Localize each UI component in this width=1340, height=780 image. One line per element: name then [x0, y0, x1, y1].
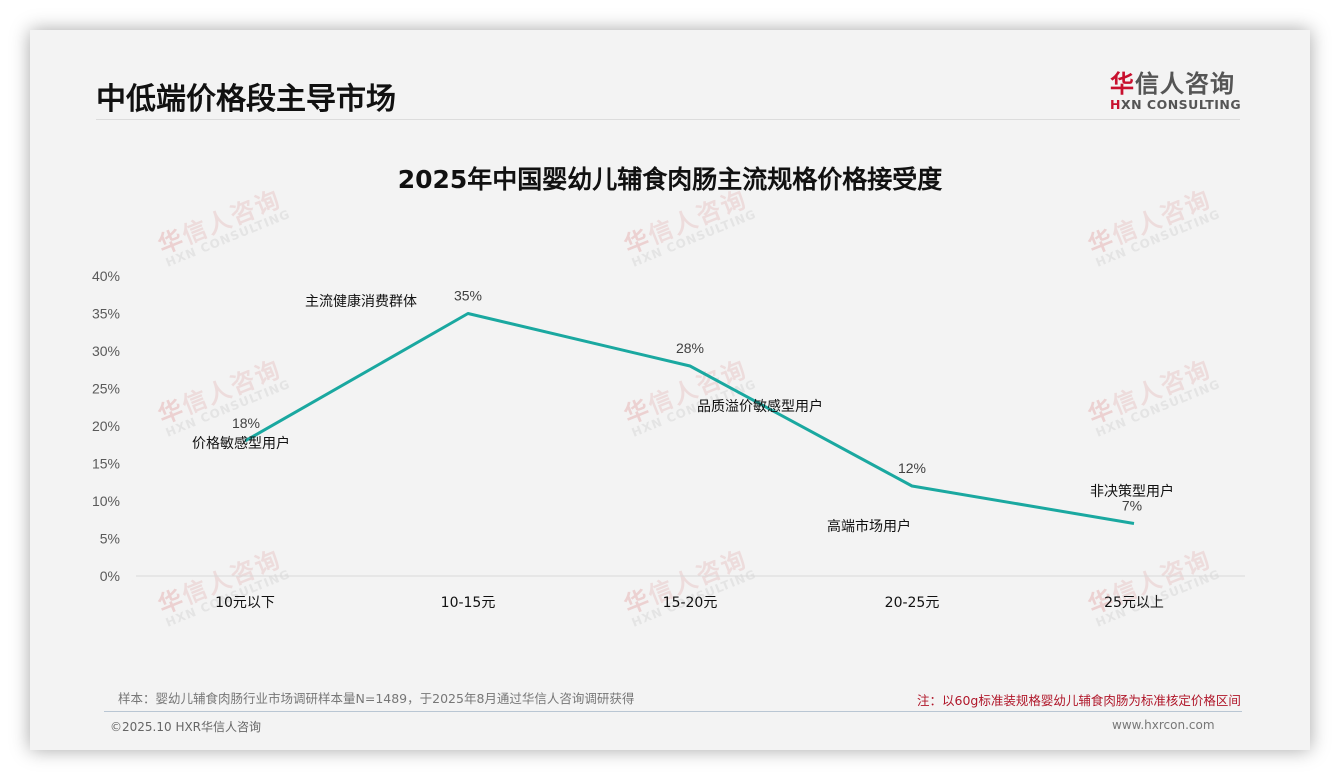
y-tick-label: 5% — [100, 531, 120, 547]
page-title: 中低端价格段主导市场 — [96, 82, 396, 117]
y-tick-label: 30% — [92, 343, 120, 359]
copyright: ©2025.10 HXR华信人咨询 — [110, 720, 262, 734]
x-tick-label: 20-25元 — [885, 595, 940, 611]
logo-en: HXN CONSULTING — [1110, 97, 1242, 112]
y-tick-label: 10% — [92, 493, 120, 509]
data-label: 35% — [454, 288, 482, 304]
segment-annotation: 主流健康消费群体 — [305, 293, 417, 310]
y-tick-label: 0% — [100, 568, 120, 584]
data-label: 12% — [898, 460, 926, 476]
x-tick-label: 10元以下 — [215, 595, 275, 611]
logo-cn: 华信人咨询 — [1110, 70, 1235, 98]
header-divider — [96, 119, 1240, 120]
slide: 中低端价格段主导市场 华信人咨询 HXN CONSULTING 华信人咨询 HXN… — [30, 30, 1310, 750]
y-tick-label: 25% — [92, 381, 120, 397]
data-label: 18% — [232, 415, 260, 431]
chart-title: 2025年中国婴幼儿辅食肉肠主流规格价格接受度 — [397, 165, 943, 194]
segment-annotation: 非决策型用户 — [1090, 483, 1174, 500]
series-line — [244, 312, 1135, 525]
x-tick-label: 10-15元 — [441, 595, 496, 611]
sample-footnote: 样本：婴幼儿辅食肉肠行业市场调研样本量N=1489，于2025年8月通过华信人咨… — [118, 691, 635, 706]
segment-annotation: 价格敏感型用户 — [192, 435, 290, 452]
data-label: 7% — [1122, 498, 1142, 514]
y-tick-label: 35% — [92, 306, 120, 322]
y-tick-label: 15% — [92, 456, 120, 472]
y-tick-label: 40% — [92, 268, 120, 284]
data-label: 28% — [676, 340, 704, 356]
y-tick-label: 20% — [92, 418, 120, 434]
note-footnote: 注：以60g标准装规格婴幼儿辅食肉肠为标准核定价格区间 — [917, 693, 1241, 708]
footer-divider — [104, 711, 1242, 712]
x-tick-label: 25元以上 — [1104, 595, 1164, 611]
website-link[interactable]: www.hxrcon.com — [1112, 718, 1215, 732]
segment-annotation: 高端市场用户 — [827, 518, 911, 535]
x-tick-label: 15-20元 — [663, 595, 718, 611]
segment-annotation: 品质溢价敏感型用户 — [697, 398, 823, 415]
brand-logo: 华信人咨询 HXN CONSULTING — [1110, 64, 1290, 112]
line-chart: 0% 5% 10% 15% 20% 25% 30% 35% 40% 10元以下 10-15元 15-2… — [92, 268, 1245, 611]
